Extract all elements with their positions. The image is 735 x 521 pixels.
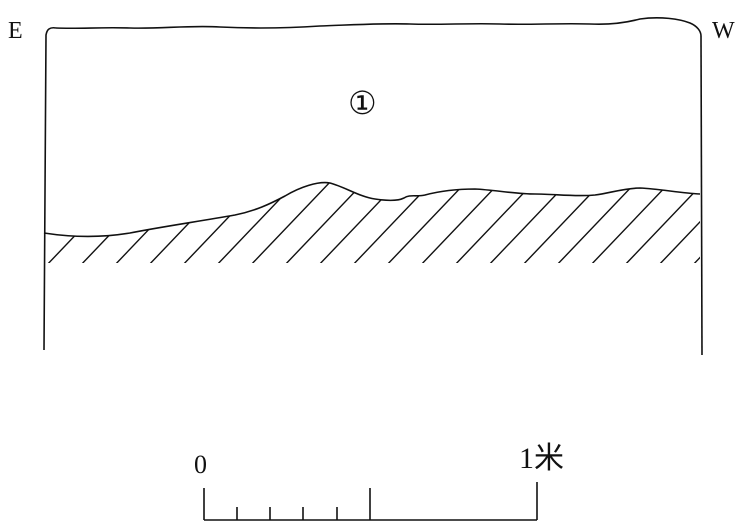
scale-bar [203, 482, 538, 521]
layer-boundary-line [43, 181, 701, 238]
hatch-line-12 [383, 182, 469, 263]
hatch-line-2 [44, 182, 129, 263]
hatch-line-8 [247, 182, 333, 263]
ground-surface-line [55, 16, 702, 37]
hatch-line-14 [451, 182, 537, 263]
section-right-wall [700, 35, 703, 356]
layer-number-label: ① [348, 84, 377, 122]
hatch-line-11 [349, 182, 435, 263]
hatch-line-3 [77, 182, 163, 263]
hatch-line-20 [655, 182, 700, 263]
hatch-line-19 [621, 182, 700, 263]
hatch-line-0 [44, 182, 61, 263]
hatch-line-5 [145, 182, 231, 263]
scale-label-start: 0 [194, 450, 207, 479]
scale-label-end: 1米 [519, 442, 564, 475]
hatch-line-1 [44, 182, 95, 263]
direction-label-east: E [8, 18, 23, 44]
hatch-line-18 [587, 182, 673, 263]
hatch-line-6 [179, 182, 265, 263]
hatch-line-7 [213, 182, 299, 263]
hatch-line-13 [417, 182, 503, 263]
direction-label-west: W [712, 18, 735, 44]
hatched-deposit [44, 182, 700, 263]
hatch-line-17 [553, 182, 639, 263]
hatch-line-9 [281, 182, 367, 263]
section-left-wall [43, 26, 57, 351]
